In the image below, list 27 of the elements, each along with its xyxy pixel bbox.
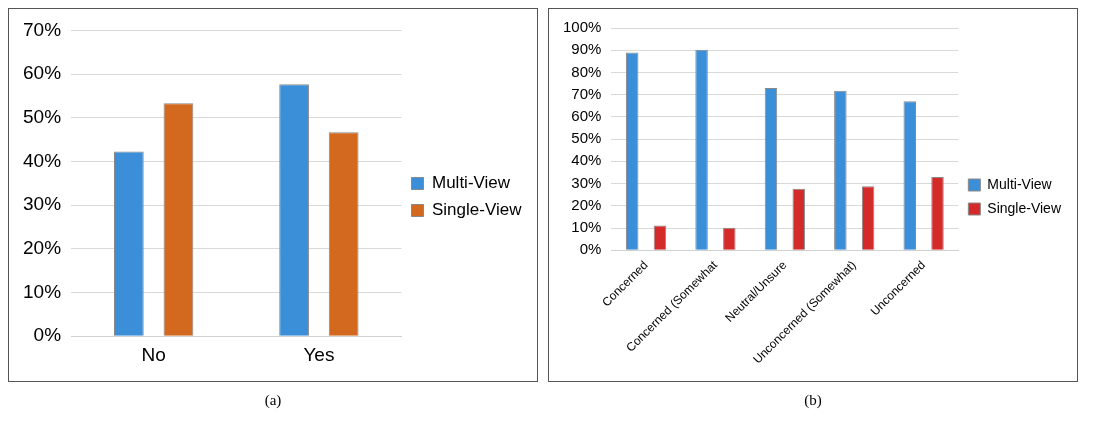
y-tick-label: 20% bbox=[23, 237, 62, 259]
y-tick-label: 20% bbox=[571, 195, 602, 213]
y-tick-label: 40% bbox=[23, 149, 62, 171]
y-tick-label: 60% bbox=[23, 62, 62, 84]
legend-label: Single-View bbox=[987, 199, 1062, 216]
legend-label: Single-View bbox=[432, 200, 523, 220]
x-tick-label: Yes bbox=[303, 343, 335, 365]
text: (a) bbox=[263, 392, 283, 409]
legend-label: Multi-View bbox=[987, 175, 1053, 192]
y-tick-label: 60% bbox=[571, 107, 602, 125]
y-tick-label: 30% bbox=[571, 173, 602, 191]
y-tick-label: 40% bbox=[571, 151, 602, 169]
text: (b) bbox=[803, 392, 823, 409]
y-tick-label: 0% bbox=[579, 240, 602, 258]
y-tick-label: 10% bbox=[571, 218, 602, 236]
y-tick-label: 100% bbox=[562, 18, 602, 36]
y-tick-label: 90% bbox=[571, 40, 602, 58]
y-tick-label: 10% bbox=[23, 280, 62, 302]
y-tick-label: 0% bbox=[33, 324, 62, 346]
x-tick-label: No bbox=[141, 343, 166, 365]
legend-label: Multi-View bbox=[432, 173, 511, 193]
y-tick-label: 80% bbox=[571, 62, 602, 80]
y-tick-label: 50% bbox=[571, 129, 602, 147]
y-tick-label: 70% bbox=[23, 18, 62, 40]
y-tick-label: 70% bbox=[571, 84, 602, 102]
y-tick-label: 30% bbox=[23, 193, 62, 215]
y-tick-label: 50% bbox=[23, 106, 62, 128]
